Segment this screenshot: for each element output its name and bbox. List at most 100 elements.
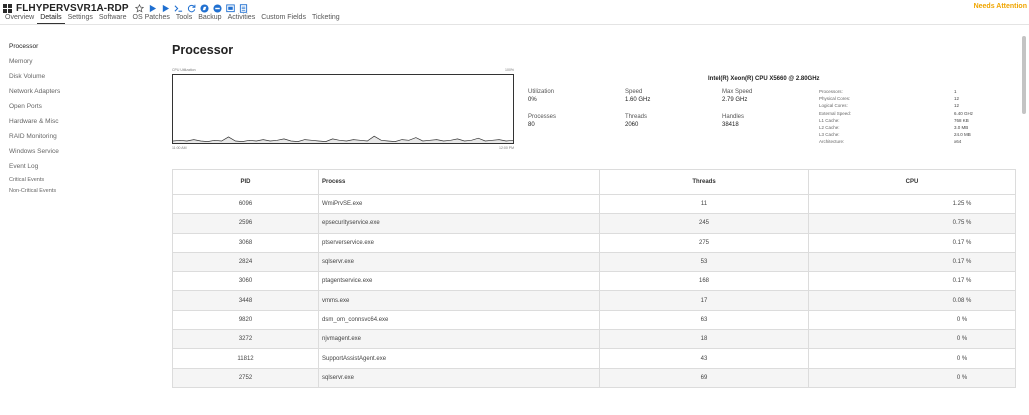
cell-process: dsm_om_connsvc64.exe — [318, 309, 600, 331]
spec-value: 6.40 GHz — [954, 110, 974, 116]
table-row: 2596 epsecurityservice.exe 245 0.75 % — [172, 213, 1016, 234]
chart-end-time: 12:00 PM — [499, 146, 514, 150]
sidebar-item-event-log[interactable]: Event Log — [9, 163, 39, 170]
cell-process: SupportAssistAgent.exe — [318, 348, 600, 369]
cell-cpu: 0 % — [808, 348, 1016, 369]
sidebar-item-raid-monitoring[interactable]: RAID Monitoring — [9, 133, 57, 140]
sidebar-item-network-adapters[interactable]: Network Adapters — [9, 88, 61, 95]
spec-key: External Speed: — [819, 110, 852, 116]
refresh-icon[interactable] — [187, 4, 196, 13]
stat-value: 0% — [528, 97, 537, 103]
sidebar-item-open-ports[interactable]: Open Ports — [9, 103, 42, 110]
cell-threads: 275 — [599, 232, 809, 253]
spec-key: L3 Cache: — [819, 132, 840, 138]
column-header-cpu[interactable]: CPU — [808, 169, 1016, 195]
stat-label: Threads — [625, 114, 648, 120]
spec-key: L1 Cache: — [819, 117, 840, 123]
spec-value: x64 — [954, 139, 962, 145]
spec-row: L2 Cache: 3.0 MB — [819, 124, 979, 131]
stat-handles: Handles 38418 — [722, 114, 744, 129]
table-row: 11812 SupportAssistAgent.exe 43 0 % — [172, 348, 1016, 369]
column-header-pid[interactable]: PID — [172, 169, 319, 195]
sidebar-item-memory[interactable]: Memory — [9, 58, 33, 65]
chart-plot-area — [172, 74, 514, 144]
tab-ticketing[interactable]: Ticketing — [311, 14, 340, 21]
cell-pid: 9820 — [172, 309, 319, 331]
table-row: 2824 sqlservr.exe 53 0.17 % — [172, 251, 1016, 273]
cell-process: sqlservr.exe — [318, 367, 600, 388]
table-row: 3448 vmms.exe 17 0.08 % — [172, 290, 1016, 311]
tab-backup[interactable]: Backup — [198, 14, 222, 21]
cell-cpu: 0.08 % — [808, 290, 1016, 311]
column-header-process[interactable]: Process — [318, 169, 600, 195]
tab-settings[interactable]: Settings — [67, 14, 93, 21]
sidebar-item-critical-events[interactable]: Critical Events — [9, 177, 45, 183]
scrollbar-thumb[interactable] — [1022, 36, 1026, 114]
cell-cpu: 0 % — [808, 309, 1016, 331]
tab-custom-fields[interactable]: Custom Fields — [261, 14, 306, 21]
chart-start-time: 11:00 AM — [172, 146, 187, 150]
spec-value: 768 KB — [954, 117, 969, 123]
stat-label: Max Speed — [722, 89, 753, 95]
status-badge: Needs Attention — [973, 3, 1027, 10]
tab-details[interactable]: Details — [37, 13, 65, 24]
table-row: 3272 njvmagent.exe 18 0 % — [172, 329, 1016, 350]
navigate-icon[interactable] — [200, 3, 209, 13]
cell-cpu: 0 % — [808, 329, 1016, 350]
play-icon[interactable] — [161, 4, 170, 13]
page-scrollbar[interactable] — [1021, 26, 1027, 404]
cpu-specs-list: Processors: 1 Physical Cores: 12 Logical C… — [819, 88, 979, 146]
spec-row: Architecture: x64 — [819, 138, 979, 145]
sidebar-item-non-critical-events[interactable]: Non-Critical Events — [9, 188, 57, 194]
table-row: 2752 sqlservr.exe 69 0 % — [172, 367, 1016, 388]
cell-cpu: 0.17 % — [808, 271, 1016, 292]
utilization-area — [173, 136, 513, 143]
play-icon[interactable] — [148, 4, 157, 13]
sidebar-item-disk-volume[interactable]: Disk Volume — [9, 73, 46, 80]
cell-threads: 53 — [599, 251, 809, 273]
stat-label: Handles — [722, 114, 745, 120]
tab-os-patches[interactable]: OS Patches — [132, 14, 170, 21]
tab-software[interactable]: Software — [98, 14, 127, 21]
sidebar-item-processor[interactable]: Processor — [9, 43, 39, 50]
cell-pid: 2596 — [172, 213, 319, 234]
cell-threads: 11 — [599, 193, 809, 215]
stop-circle-icon[interactable] — [213, 3, 222, 13]
cell-cpu: 0 % — [808, 367, 1016, 388]
stat-label: Processes — [528, 114, 557, 120]
spec-row: L1 Cache: 768 KB — [819, 117, 979, 124]
spec-row: External Speed: 6.40 GHz — [819, 110, 979, 117]
spec-value: 12 — [954, 96, 960, 102]
column-header-threads[interactable]: Threads — [599, 169, 809, 195]
sidebar-item-hardware-misc[interactable]: Hardware & Misc — [9, 118, 59, 125]
document-icon[interactable] — [239, 3, 248, 13]
star-icon[interactable] — [134, 3, 144, 13]
spec-row: Logical Cores: 12 — [819, 102, 979, 109]
details-sidebar: Processor Memory Disk Volume Network Ada… — [9, 42, 119, 199]
terminal-icon[interactable] — [174, 4, 183, 13]
device-toolbar — [134, 3, 248, 13]
stat-value: 80 — [528, 122, 535, 128]
header-divider — [0, 24, 1029, 25]
cell-process: WmiPrvSE.exe — [318, 193, 600, 215]
cell-cpu: 0.75 % — [808, 213, 1016, 234]
spec-key: Architecture: — [819, 139, 845, 145]
tab-overview[interactable]: Overview — [5, 14, 35, 21]
chart-svg — [172, 135, 514, 143]
cell-pid: 3068 — [172, 232, 319, 253]
stat-label: Speed — [625, 89, 643, 95]
spec-row: Physical Cores: 12 — [819, 95, 979, 102]
cell-pid: 3060 — [172, 271, 319, 292]
table-row: 3068 ptserverservice.exe 275 0.17 % — [172, 232, 1016, 253]
cell-pid: 6096 — [172, 193, 319, 215]
tab-activities[interactable]: Activities — [227, 14, 256, 21]
sidebar-item-windows-service[interactable]: Windows Service — [9, 148, 59, 155]
spec-value: 24.0 MB — [954, 132, 971, 138]
windows-icon — [3, 3, 12, 13]
utilization-line — [172, 135, 514, 142]
stat-value: 38418 — [722, 122, 739, 128]
tab-tools[interactable]: Tools — [175, 14, 193, 21]
spec-value: 3.0 MB — [954, 124, 969, 130]
device-name: FLHYPERVSVR1A-RDP — [16, 2, 129, 14]
screen-share-icon[interactable] — [225, 3, 235, 13]
